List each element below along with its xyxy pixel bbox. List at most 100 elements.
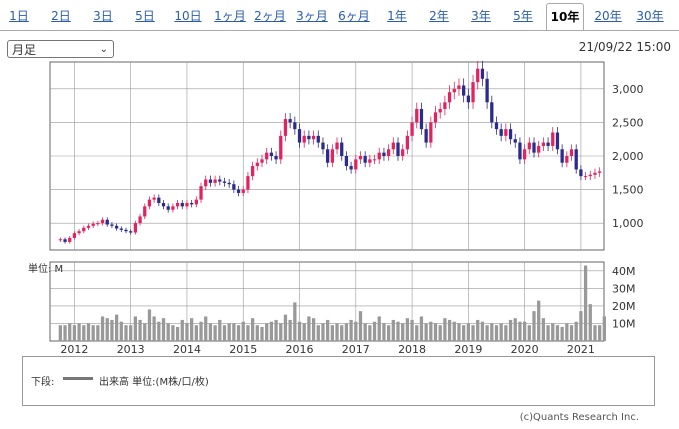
tab-12[interactable]: 5年	[513, 9, 533, 23]
candle-body	[396, 142, 400, 156]
candle-body	[105, 219, 109, 225]
price-y-tick-label: 1,500	[612, 184, 644, 197]
volume-bar	[77, 323, 81, 341]
volume-bar	[302, 323, 306, 341]
volume-bar	[527, 325, 531, 341]
candle-body	[185, 203, 189, 207]
volume-bar	[457, 323, 461, 341]
candle-body	[133, 223, 138, 233]
volume-bar	[138, 319, 142, 341]
candle-body	[236, 189, 241, 193]
volume-bar	[161, 318, 166, 341]
volume-bar	[190, 318, 194, 341]
volume-bar	[415, 325, 419, 341]
candle-body	[438, 109, 442, 113]
tab-9[interactable]: 1年	[387, 9, 407, 23]
candle-body	[386, 149, 391, 156]
candle-body	[91, 223, 95, 226]
tab-13[interactable]: 10年	[546, 3, 584, 30]
candle-body	[86, 225, 91, 228]
tab-14[interactable]: 20年	[594, 9, 622, 23]
candle-body	[340, 142, 344, 156]
candle-body	[560, 149, 564, 163]
volume-bar	[541, 318, 546, 341]
period-tabs: 1日 2日 3日 5日 10日 1ヶ月 2ヶ月 3ヶ月 6ヶ月 1年 2年 3年 5年 10年 20年 30年	[0, 0, 679, 31]
tab-2[interactable]: 3日	[93, 9, 113, 23]
candle-body	[330, 149, 334, 163]
volume-bar	[480, 321, 485, 341]
tab-10[interactable]: 2年	[429, 9, 449, 23]
tab-11[interactable]: 3年	[471, 9, 491, 23]
candle-body	[344, 156, 349, 167]
volume-bar	[401, 323, 405, 341]
tab-3[interactable]: 5日	[135, 9, 155, 23]
candle-body	[513, 139, 517, 143]
candle-body	[147, 199, 152, 207]
volume-bar	[391, 319, 395, 341]
tab-5[interactable]: 1ヶ月	[214, 9, 246, 23]
x-tick-label: 2020	[511, 343, 539, 356]
tab-15[interactable]: 30年	[636, 9, 664, 23]
tab-7[interactable]: 3ヶ月	[296, 9, 328, 23]
volume-bar	[560, 326, 564, 341]
period-select[interactable]: 月足 ⌄	[7, 40, 114, 58]
volume-unit-label: 単位: M	[28, 262, 63, 275]
volume-bar	[129, 325, 133, 341]
tab-0[interactable]: 1日	[9, 9, 29, 23]
candle-body	[485, 78, 489, 103]
candle-body	[401, 149, 405, 156]
candle-body	[518, 142, 522, 160]
volume-bar	[340, 325, 344, 341]
candle-body	[326, 149, 330, 163]
volume-bar	[443, 318, 447, 341]
candle-body	[321, 142, 325, 150]
volume-bar	[546, 325, 550, 341]
candle-body	[274, 156, 278, 160]
volume-bar	[598, 325, 602, 341]
volume-bar	[180, 319, 184, 341]
volume-bar	[110, 319, 114, 341]
volume-bar	[602, 316, 606, 341]
volume-bar	[354, 321, 358, 341]
candle-body	[532, 142, 536, 153]
volume-bar	[499, 323, 503, 341]
candle-body	[288, 119, 292, 123]
candle-body	[208, 179, 213, 183]
volume-bar	[593, 325, 597, 341]
candle-body	[569, 149, 574, 156]
candle-body	[574, 149, 578, 170]
volume-bar	[133, 316, 138, 341]
candle-body	[424, 129, 428, 143]
volume-bar	[166, 323, 170, 341]
volume-bar	[513, 318, 517, 341]
tab-8[interactable]: 6ヶ月	[338, 9, 370, 23]
volume-bar	[82, 325, 86, 341]
candle-body	[232, 184, 236, 190]
volume-bar	[419, 316, 424, 341]
legend-volume-swatch	[63, 377, 93, 380]
candle-body	[307, 135, 311, 140]
volume-bar	[424, 323, 428, 341]
candle-body	[246, 176, 250, 190]
tab-4[interactable]: 10日	[174, 9, 202, 23]
candle-body	[199, 186, 203, 200]
volume-y-tick-label: 30M	[612, 282, 636, 295]
candle-body	[316, 135, 320, 143]
volume-bar	[485, 325, 489, 341]
volume-bar	[372, 321, 377, 341]
tab-6[interactable]: 2ヶ月	[254, 9, 286, 23]
price-candles	[58, 60, 602, 244]
candle-body	[190, 203, 194, 205]
candle-body	[171, 206, 175, 210]
volume-bar	[236, 325, 241, 341]
volume-bar	[279, 323, 283, 341]
candle-body	[260, 159, 264, 163]
tab-1[interactable]: 2日	[51, 9, 71, 23]
candle-body	[466, 95, 470, 103]
candle-body	[372, 159, 377, 161]
price-y-tick-label: 2,500	[612, 116, 644, 129]
candle-body	[161, 203, 166, 207]
candle-body	[471, 82, 475, 103]
candle-body	[522, 149, 527, 160]
candle-body	[311, 135, 316, 140]
